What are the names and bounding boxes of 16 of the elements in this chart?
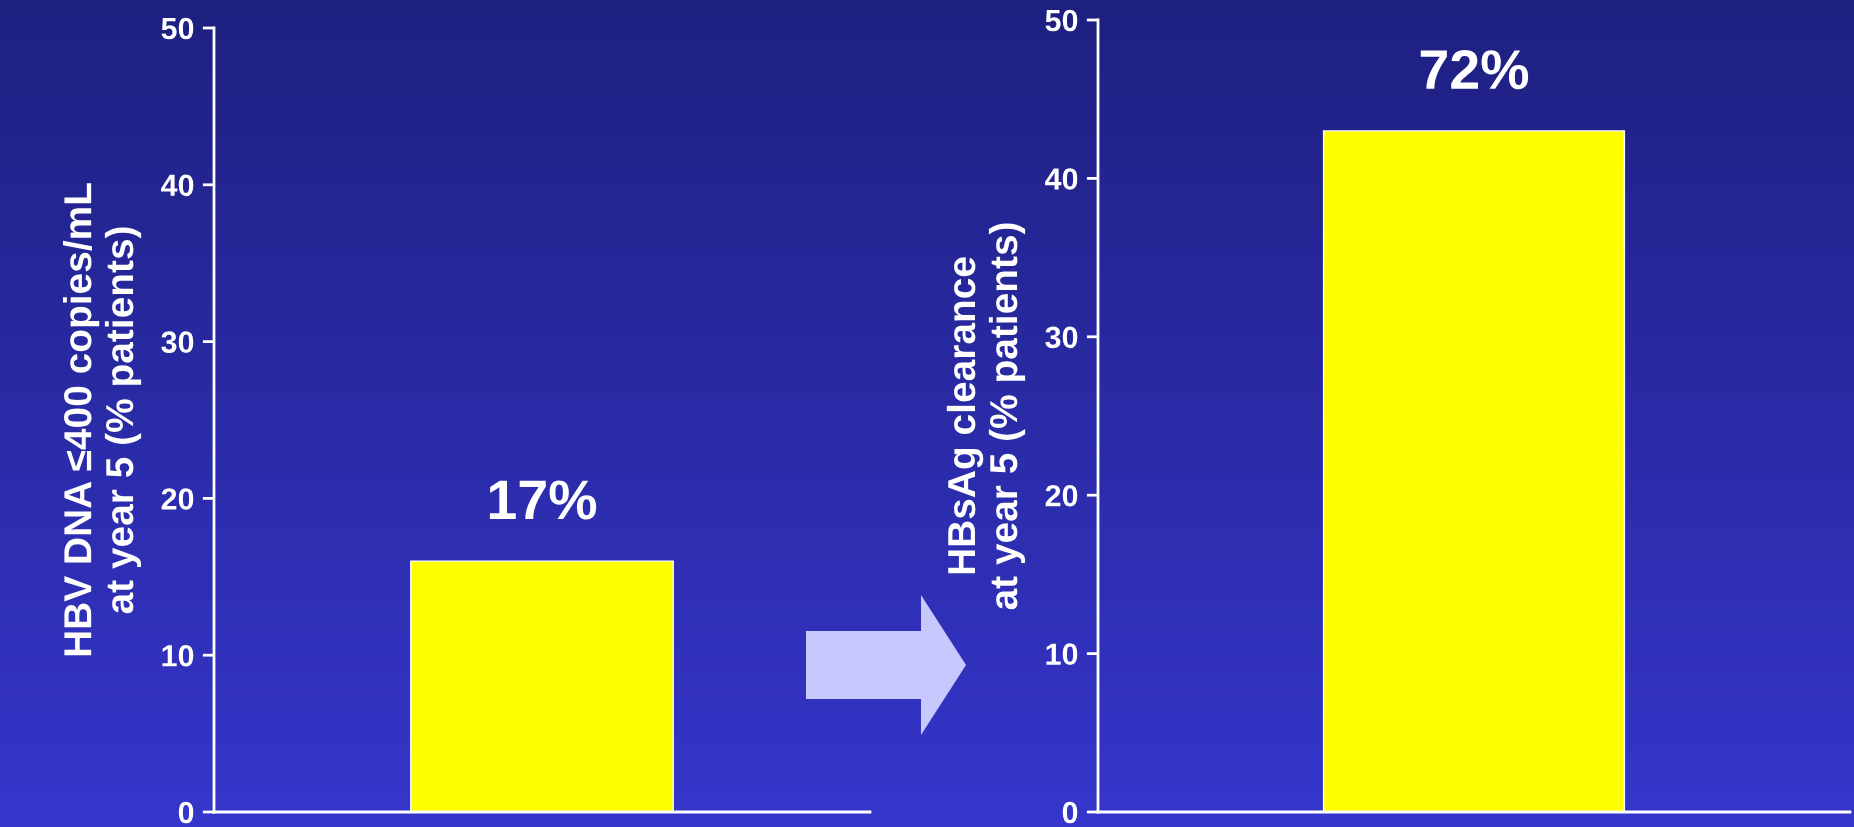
y-tick-label: 0 — [1062, 801, 1078, 824]
y-tick-label: 40 — [161, 174, 194, 197]
y-tick-label: 20 — [1045, 484, 1078, 507]
y-axis-title: HBsAg clearance at year 5 (% patients) — [946, 223, 1026, 610]
y-tick-label: 30 — [161, 331, 194, 354]
y-tick-label: 20 — [161, 488, 194, 510]
y-tick-label: 30 — [1045, 326, 1078, 349]
y-tick-label: 10 — [1046, 643, 1078, 665]
annotation: 17% — [489, 480, 597, 520]
annotation: 72% — [1420, 50, 1529, 90]
y-tick-label: 10 — [162, 644, 194, 667]
y-tick-label: 0 — [178, 801, 194, 824]
y-tick-label: 50 — [161, 17, 194, 40]
y-tick-label: 50 — [1045, 9, 1078, 32]
y-tick-label: 40 — [1045, 168, 1078, 190]
y-axis-title: HBV DNA ≤400 copies/mL at year 5 (% patients) — [62, 183, 142, 656]
